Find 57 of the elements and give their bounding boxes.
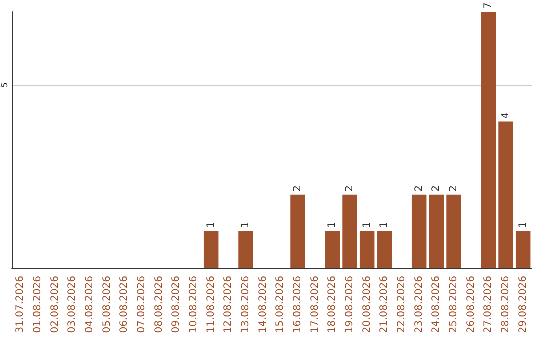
x-tick-label: 25.08.2026 [448,276,460,334]
x-tick-label: 02.08.2026 [50,276,61,334]
bar [446,194,462,268]
x-tick-label: 16.08.2026 [292,276,304,334]
x-tick-label: 10.08.2026 [188,276,200,334]
x-tick-label: 28.08.2026 [500,276,512,334]
data-label: 4 [500,112,512,119]
bar [429,194,444,268]
x-tick-label: 03.08.2026 [67,276,78,334]
x-tick-label: 18.08.2026 [327,276,338,334]
x-tick-label: 17.08.2026 [310,276,321,334]
x-tick-label: 21.08.2026 [379,276,390,334]
x-tick-label: 12.08.2026 [223,276,234,334]
x-tick-label: 23.08.2026 [414,276,425,334]
data-label: 2 [292,185,304,192]
x-tick-label: 26.08.2026 [466,276,477,334]
data-label: 1 [240,222,252,228]
x-tick-label: 11.08.2026 [206,276,217,334]
x-tick-label: 05.08.2026 [102,276,113,334]
data-label: 7 [483,2,494,9]
y-tick-label: 5 [0,82,10,88]
bar [516,231,531,268]
x-tick-label: 24.08.2026 [431,276,442,334]
data-label: 2 [431,185,442,192]
bar [412,194,427,268]
x-tick-label: 31.07.2026 [15,276,26,334]
x-tick-label: 27.08.2026 [483,276,494,334]
bar [377,231,392,268]
x-tick-label: 15.08.2026 [275,276,286,334]
data-label: 1 [379,222,390,228]
data-label: 2 [414,185,425,192]
bar [481,12,496,268]
x-tick-label: 01.08.2026 [32,276,44,334]
bar [342,194,358,268]
data-label: 1 [327,222,338,228]
bar [238,231,254,268]
x-tick-label: 22.08.2026 [396,276,408,334]
bar [325,231,340,268]
bar [360,231,375,268]
x-tick-label: 09.08.2026 [171,276,182,334]
bar [498,122,514,268]
x-tick-label: 08.08.2026 [154,276,165,334]
x-tick-label: 07.08.2026 [136,276,148,334]
x-tick-label: 13.08.2026 [240,276,252,334]
x-tick-label: 06.08.2026 [119,276,130,334]
x-tick-label: 04.08.2026 [84,276,96,334]
data-label: 1 [518,222,529,228]
x-tick-label: 14.08.2026 [258,276,269,334]
data-label: 2 [344,185,356,192]
bar [204,231,219,268]
data-label: 1 [206,222,217,228]
x-tick-label: 19.08.2026 [344,276,356,334]
x-tick-label: 20.08.2026 [362,276,373,334]
bar [290,194,306,268]
data-label: 1 [362,222,373,228]
x-tick-label: 29.08.2026 [518,276,529,334]
data-label: 2 [448,185,460,192]
